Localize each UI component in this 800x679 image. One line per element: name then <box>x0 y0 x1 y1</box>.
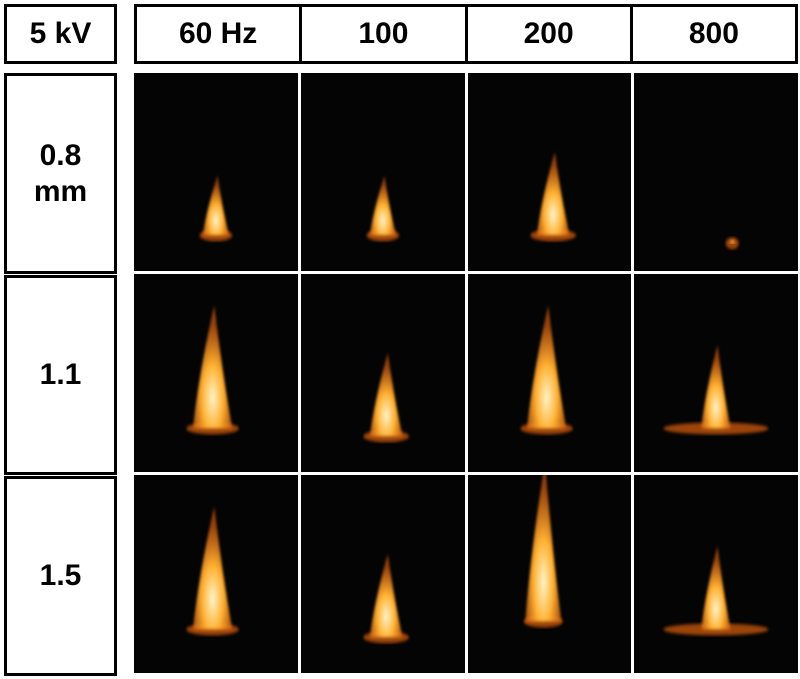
flame-photo <box>134 274 298 472</box>
flame-photo <box>467 274 632 472</box>
frequency-header-100: 100 <box>299 7 464 61</box>
flame-image <box>663 546 769 636</box>
frequency-header-200: 200 <box>464 7 630 61</box>
frequency-header: 60 Hz 100 200 800 <box>134 4 798 64</box>
flame-photo <box>634 274 798 472</box>
flame-image <box>362 554 409 644</box>
flame-photo <box>134 73 298 271</box>
row-label-line: 0.8 <box>39 138 82 172</box>
row-label-0.8mm: 0.8 mm <box>4 73 117 274</box>
flame-photo <box>634 73 798 271</box>
flame-image <box>529 152 576 242</box>
flame-image <box>523 475 563 628</box>
frequency-header-800: 800 <box>629 7 795 61</box>
row-label-line: 1.5 <box>39 559 82 592</box>
flame-image <box>519 305 573 435</box>
flame-photo <box>467 73 632 271</box>
row-label-line: mm <box>33 174 88 208</box>
flame-photo <box>300 475 465 673</box>
frequency-header-60hz: 60 Hz <box>178 17 258 50</box>
flame-image <box>663 345 769 435</box>
flame-photo <box>634 475 798 673</box>
flame-photo <box>134 475 298 673</box>
row-label-line: 1.1 <box>39 358 82 391</box>
flame-photo <box>300 73 465 271</box>
flame-image <box>199 175 233 242</box>
flame-image <box>725 237 740 250</box>
row-label-1.5: 1.5 <box>4 476 117 676</box>
row-label-1.1: 1.1 <box>4 275 117 475</box>
flame-photo-grid <box>134 73 798 677</box>
flame-photo <box>300 274 465 472</box>
flame-image <box>366 175 399 242</box>
flame-image <box>362 353 409 443</box>
flame-image <box>186 506 239 636</box>
voltage-label: 5 kV <box>4 4 117 64</box>
flame-photo <box>467 475 632 673</box>
flame-image <box>186 305 239 435</box>
